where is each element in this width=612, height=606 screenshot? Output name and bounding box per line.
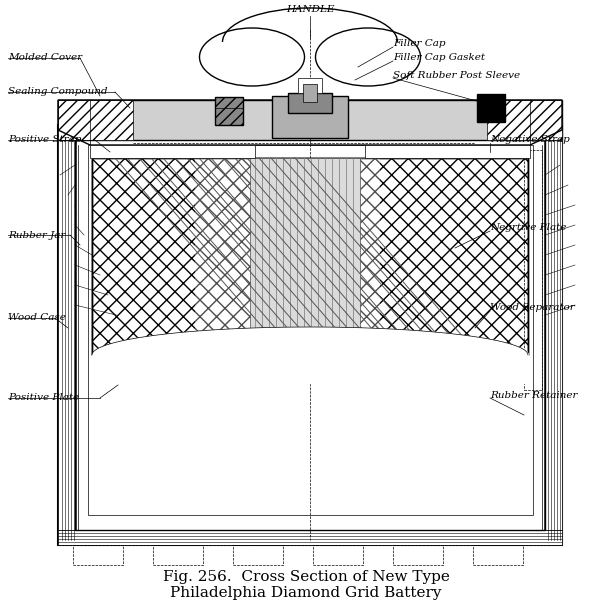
Bar xyxy=(524,150,542,390)
Text: Rubber Retainer: Rubber Retainer xyxy=(490,390,578,399)
Bar xyxy=(58,100,133,140)
Bar xyxy=(58,125,562,545)
Bar xyxy=(153,545,203,565)
Bar xyxy=(88,145,533,515)
Text: Filler Cap Gasket: Filler Cap Gasket xyxy=(393,53,485,62)
Ellipse shape xyxy=(200,28,305,86)
Bar xyxy=(288,93,332,113)
Bar xyxy=(90,145,255,158)
Bar xyxy=(73,545,123,565)
Text: HANDLE: HANDLE xyxy=(286,5,334,15)
Text: Fig. 256.  Cross Section of New Type
Philadelphia Diamond Grid Battery: Fig. 256. Cross Section of New Type Phil… xyxy=(163,570,449,600)
Polygon shape xyxy=(195,158,380,370)
Bar xyxy=(250,158,360,355)
Bar xyxy=(298,78,322,93)
Text: Negrtive Plate: Negrtive Plate xyxy=(490,224,566,233)
Text: Negative Strap: Negative Strap xyxy=(490,136,570,144)
Bar xyxy=(313,545,363,565)
Bar xyxy=(393,545,443,565)
Text: Positive Strap: Positive Strap xyxy=(8,136,81,144)
Bar xyxy=(92,158,528,355)
Bar xyxy=(473,545,523,565)
Bar xyxy=(272,96,348,138)
Bar xyxy=(92,158,528,355)
Bar xyxy=(58,130,76,540)
Text: Rubber Jar: Rubber Jar xyxy=(8,230,65,239)
Bar xyxy=(487,100,562,140)
Bar xyxy=(233,545,283,565)
Bar xyxy=(477,94,505,122)
Text: Molded Cover: Molded Cover xyxy=(8,53,82,62)
Bar xyxy=(92,158,528,355)
Bar xyxy=(215,97,243,125)
Bar xyxy=(544,130,562,540)
Text: Wood Separator: Wood Separator xyxy=(490,304,575,313)
Text: Wood Case: Wood Case xyxy=(8,313,66,322)
Ellipse shape xyxy=(316,28,420,86)
Text: Filler Cap: Filler Cap xyxy=(393,39,446,47)
Bar xyxy=(58,100,562,140)
Bar xyxy=(75,132,545,530)
Text: Positive Plate: Positive Plate xyxy=(8,393,79,402)
Bar xyxy=(303,84,317,102)
Bar xyxy=(58,530,562,545)
Bar xyxy=(365,145,530,158)
Text: Sealing Compound: Sealing Compound xyxy=(8,87,108,96)
Text: Soft Rubber Post Sleeve: Soft Rubber Post Sleeve xyxy=(393,70,520,79)
